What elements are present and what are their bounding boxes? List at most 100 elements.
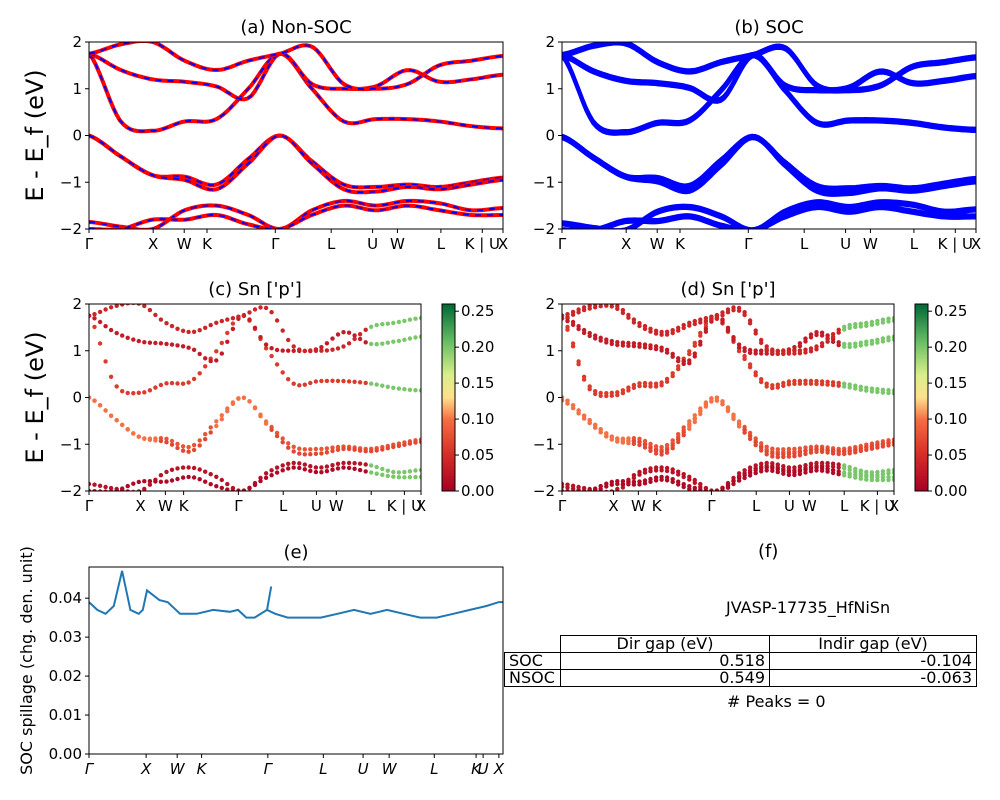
band-point [413,335,418,340]
table-cell: -0.063 [769,669,977,687]
band-point [576,411,581,416]
band-point [875,445,880,450]
band-point [742,312,747,318]
band-point [136,434,141,439]
band-point [670,354,675,359]
band-point [153,312,158,318]
panel-title-d: (d) Sn ['p'] [680,279,775,300]
band-point [308,452,313,457]
band-point [609,393,614,398]
x-tick-label: X [621,235,631,253]
table-header-cell: Dir gap (eV) [560,635,770,653]
band-point [803,381,808,386]
band-point [380,466,385,472]
band-point [681,484,686,490]
table-row: NSOC 0.549 -0.063 [504,669,977,687]
band-point [825,469,830,474]
band-point [418,334,421,339]
x-tick-label: X [493,760,505,778]
band-point [869,389,875,394]
y-tick-label: 0.02 [49,667,82,685]
band-point [792,472,797,478]
band-point [142,390,147,395]
x-tick-label: U [840,235,851,253]
band-point [208,322,213,328]
band-point [676,472,681,477]
band-point [319,378,324,384]
band-point [286,441,291,446]
band-point [363,469,368,474]
band-point [418,467,421,473]
band-point [341,460,346,466]
band-point [97,403,103,408]
x-tick-label: K | U [938,235,973,253]
band-point [880,444,886,449]
band-point [819,468,825,473]
band-point [164,479,169,484]
gap-table: Dir gap (eV) Indir gap (eV) SOC 0.518 -0… [504,635,977,687]
y-tick-label: −1 [533,435,555,453]
band-point [147,437,153,442]
band-line [562,203,976,229]
band-point [291,348,296,353]
colorbar-c [441,303,456,492]
x-tick-label: L [327,235,336,253]
band-point [324,464,330,469]
band-point [853,450,858,455]
band-point [670,446,675,451]
band-point [274,433,280,439]
x-tick-label: L [430,760,438,778]
band-point [352,461,357,466]
band-point [319,451,324,456]
band-point [781,383,786,388]
band-point [604,433,609,439]
band-line-dashed [89,134,503,194]
band-point [418,439,421,445]
band-point [214,423,219,429]
band-point [230,316,236,321]
band-point [169,323,175,329]
band-point [324,348,330,353]
band-point [346,379,352,384]
band-point [280,440,285,445]
band-point [369,381,374,386]
x-tick-label: K [471,760,482,778]
band-point [786,351,792,356]
colorbar-tick-label: 0.25 [934,302,967,320]
y-axis-label-e: SOC spillage (chg. den. unit) [17,546,36,775]
band-point [142,479,147,484]
band-point [604,340,609,345]
band-point [659,452,664,457]
band-point [302,462,307,467]
table-row: SOC 0.518 -0.104 [504,652,977,670]
band-point [391,385,396,390]
band-point [797,453,803,458]
band-point [214,358,219,363]
band-point [731,337,736,343]
band-point [880,477,886,483]
band-point [186,449,191,454]
band-point [786,454,792,459]
band-point [620,310,626,316]
x-tick-label: Γ [558,497,567,515]
band-point [219,340,224,346]
band-point [880,339,886,344]
band-point [319,348,324,353]
colorbar-tick-label: 0.10 [461,410,494,428]
band-point [391,469,396,475]
band-point [880,471,886,477]
band-point [803,350,808,355]
band-point [158,382,164,388]
band-point [385,468,390,473]
band-point [642,445,648,450]
band-point [225,339,230,344]
y-tick-label: 0.01 [49,706,82,724]
y-tick-label: 2 [72,295,82,313]
x-tick-label: K | U [860,497,895,515]
band-point [781,454,786,460]
x-tick-label: K | U [465,235,500,253]
band-point [886,477,891,483]
band-point [280,370,285,375]
band-point [731,308,736,313]
table-cell: SOC [504,652,561,670]
